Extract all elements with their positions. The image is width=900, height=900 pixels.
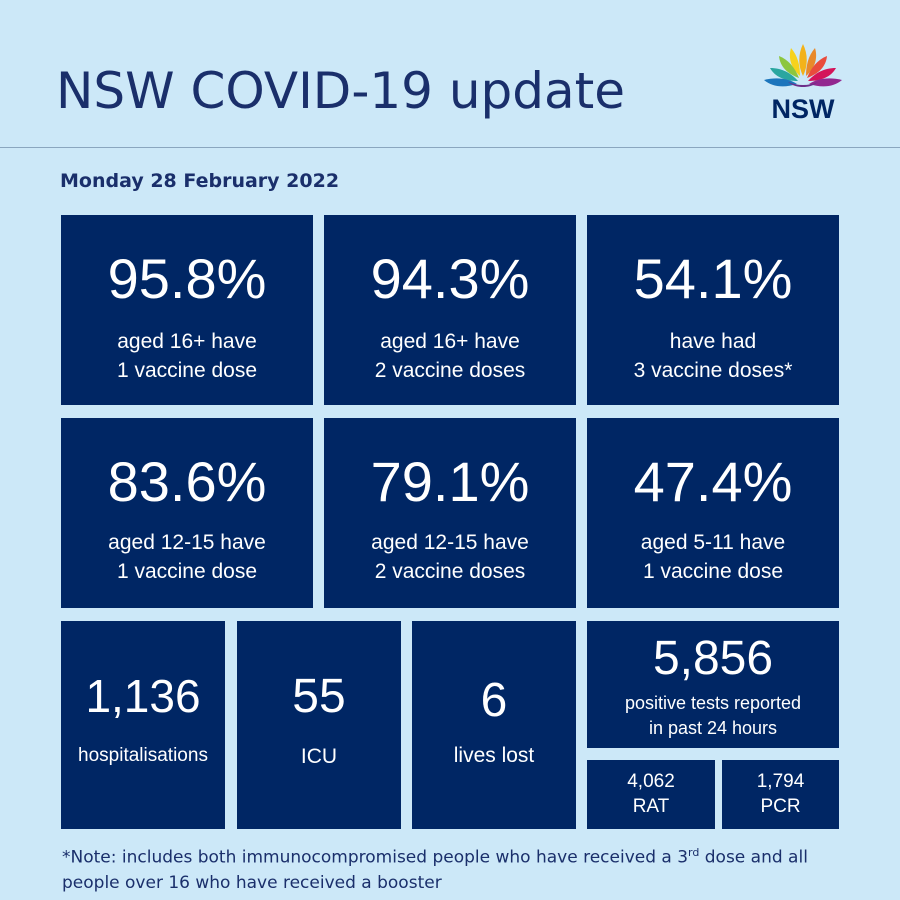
vax-percent: 54.1% xyxy=(633,247,793,310)
rat-value: 4,062 xyxy=(627,771,675,792)
vax-percent: 79.1% xyxy=(370,450,530,513)
footnote-part2: dose and all people over 16 who have rec… xyxy=(62,847,808,893)
nsw-waratah-logo: NSW xyxy=(764,44,842,124)
vax-tile-16-dose2: 94.3% aged 16+ have 2 vaccine doses xyxy=(324,215,576,405)
vax-label-line2: 3 vaccine doses* xyxy=(633,359,793,382)
positive-tests-tile: 5,856 positive tests reported in past 24… xyxy=(587,621,839,748)
pcr-value: 1,794 xyxy=(756,771,805,792)
logo-wordmark: NSW xyxy=(772,94,836,124)
waratah-flower-icon xyxy=(764,44,842,87)
lives-lost-tile: 6 lives lost xyxy=(412,621,576,829)
footnote-superscript: rd xyxy=(688,846,700,859)
vax-label-line2: 2 vaccine doses xyxy=(374,560,526,583)
icu-value: 55 xyxy=(292,670,346,723)
vax-tile-16-dose1: 95.8% aged 16+ have 1 vaccine dose xyxy=(61,215,313,405)
vax-label-line1: aged 16+ have xyxy=(117,330,257,353)
hospitalisations-tile: 1,136 hospitalisations xyxy=(61,621,225,829)
vax-tile-dose3: 54.1% have had 3 vaccine doses* xyxy=(587,215,839,405)
vax-percent: 83.6% xyxy=(107,450,267,513)
positive-tests-label-line1: positive tests reported xyxy=(624,693,802,713)
vax-percent: 94.3% xyxy=(370,247,530,310)
vax-tile-12-15-dose1: 83.6% aged 12-15 have 1 vaccine dose xyxy=(61,418,313,608)
positive-tests-label-line2: in past 24 hours xyxy=(648,718,778,738)
rat-label: RAT xyxy=(632,796,670,817)
vax-label-line2: 2 vaccine doses xyxy=(374,359,526,382)
vax-label-line1: aged 12-15 have xyxy=(371,531,529,554)
vax-label-line2: 1 vaccine dose xyxy=(116,359,258,382)
pcr-label: PCR xyxy=(760,796,801,817)
vax-percent: 47.4% xyxy=(633,450,793,513)
pcr-tile: 1,794 PCR xyxy=(722,760,839,829)
page-title: NSW COVID-19 update xyxy=(56,62,626,120)
vax-percent: 95.8% xyxy=(107,247,267,310)
report-date: Monday 28 February 2022 xyxy=(60,170,340,192)
hospitalisations-label: hospitalisations xyxy=(78,745,208,766)
vax-tile-12-15-dose2: 79.1% aged 12-15 have 2 vaccine doses xyxy=(324,418,576,608)
lives-lost-value: 6 xyxy=(480,674,508,727)
vax-label-line1: aged 12-15 have xyxy=(108,531,266,554)
vax-tile-5-11-dose1: 47.4% aged 5-11 have 1 vaccine dose xyxy=(587,418,839,608)
vax-label-line1: aged 16+ have xyxy=(380,330,520,353)
lives-lost-label: lives lost xyxy=(453,744,535,767)
rat-tile: 4,062 RAT xyxy=(587,760,715,829)
icu-tile: 55 ICU xyxy=(237,621,401,829)
footnote-part1: *Note: includes both immunocompromised p… xyxy=(62,847,689,868)
footnote: *Note: includes both immunocompromised p… xyxy=(62,840,862,896)
hospitalisations-value: 1,136 xyxy=(85,670,201,722)
positive-tests-value: 5,856 xyxy=(652,632,774,685)
vax-label-line1: aged 5-11 have xyxy=(640,531,786,554)
icu-label: ICU xyxy=(300,745,338,768)
header-divider xyxy=(0,147,900,148)
vax-label-line2: 1 vaccine dose xyxy=(642,560,784,583)
vax-label-line2: 1 vaccine dose xyxy=(116,560,258,583)
vax-label-line1: have had xyxy=(669,330,757,353)
